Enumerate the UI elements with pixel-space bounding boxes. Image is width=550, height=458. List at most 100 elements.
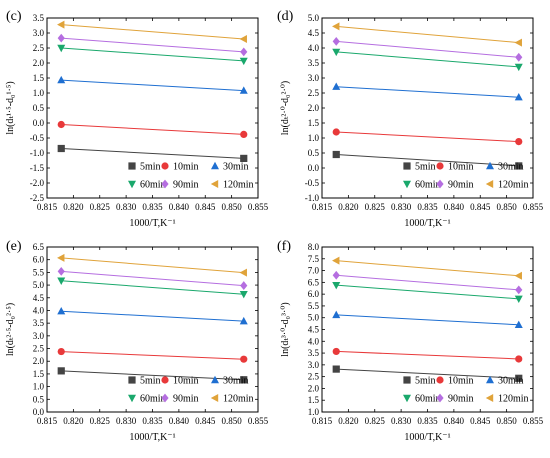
x-tick-label: 0.855 xyxy=(523,202,544,212)
x-axis-label: 1000/T,K⁻¹ xyxy=(404,218,450,229)
y-tick-label: 3.0 xyxy=(33,331,45,341)
legend-marker xyxy=(486,161,494,170)
data-point-5min xyxy=(57,144,65,153)
fit-line-30min xyxy=(61,310,244,322)
y-tick-label: 6.0 xyxy=(308,289,320,299)
data-point-60min xyxy=(332,48,341,57)
legend-marker xyxy=(161,393,169,403)
data-point-10min xyxy=(240,355,248,363)
legend-label: 120min xyxy=(498,180,529,191)
y-axis-label: ln(dₜ³·⁰-d₀³·⁰) xyxy=(280,302,291,356)
x-tick-label: 0.815 xyxy=(37,202,58,212)
x-tick-label: 0.855 xyxy=(248,416,269,426)
y-tick-label: 0.5 xyxy=(33,103,45,113)
series-90min xyxy=(57,266,248,290)
y-tick-label: -2.5 xyxy=(30,193,45,203)
y-tick-label: 6.0 xyxy=(33,255,45,265)
legend-label: 90min xyxy=(173,180,199,191)
series-5min xyxy=(332,365,523,382)
y-tick-label: 1.0 xyxy=(33,382,45,392)
data-point-90min xyxy=(57,33,65,43)
fit-line-60min xyxy=(336,51,519,68)
legend-marker xyxy=(403,180,411,189)
y-tick-label: 7.5 xyxy=(308,254,320,264)
series-60min xyxy=(332,48,523,72)
data-point-10min xyxy=(515,138,523,146)
series-30min xyxy=(57,75,248,94)
fit-line-30min xyxy=(336,86,519,98)
y-tick-label: 0.5 xyxy=(308,148,320,158)
y-axis-label: ln(dₜ²·⁰-d₀²·⁰) xyxy=(280,81,291,135)
data-point-120min xyxy=(57,253,65,262)
legend-marker xyxy=(485,394,494,402)
data-point-30min xyxy=(239,86,248,94)
y-tick-label: 4.0 xyxy=(33,305,45,315)
y-tick-label: 3.0 xyxy=(33,28,45,38)
y-tick-label: 0.0 xyxy=(33,407,45,417)
data-point-10min xyxy=(332,347,340,356)
series-10min xyxy=(332,347,523,363)
data-point-5min xyxy=(515,162,523,170)
series-30min xyxy=(332,82,523,101)
chart-panel-3: (e) 0.815 0.820 0.825 0.830 0.835 0.840 0.845 0.… xyxy=(5,239,269,443)
fit-line-90min xyxy=(61,270,244,287)
series-90min xyxy=(332,37,523,62)
x-tick-label: 0.850 xyxy=(497,202,518,212)
y-tick-label: 1.0 xyxy=(308,407,320,417)
series-5min xyxy=(57,144,248,162)
legend-label: 90min xyxy=(448,180,474,191)
legend-marker xyxy=(128,376,136,384)
y-tick-label: 3.0 xyxy=(308,73,320,83)
legend-marker xyxy=(211,375,219,384)
fit-line-60min xyxy=(61,47,244,62)
fit-line-90min xyxy=(336,40,519,58)
data-point-120min xyxy=(57,20,65,29)
y-tick-label: 4.0 xyxy=(308,43,320,53)
x-tick-label: 0.825 xyxy=(365,416,386,426)
y-tick-label: 8.0 xyxy=(308,242,320,252)
x-tick-label: 0.815 xyxy=(37,416,58,426)
x-tick-label: 0.820 xyxy=(338,202,359,212)
series-90min xyxy=(57,33,248,57)
x-tick-label: 0.830 xyxy=(116,202,137,212)
fit-line-90min xyxy=(336,274,519,291)
x-axis-label: 1000/T,K⁻¹ xyxy=(129,432,175,443)
data-point-30min xyxy=(57,75,66,84)
data-point-30min xyxy=(514,320,523,328)
fit-line-60min xyxy=(61,280,244,295)
data-point-10min xyxy=(57,120,65,129)
x-tick-label: 0.830 xyxy=(391,416,412,426)
chart-panel-4: (f) 0.815 0.820 0.825 0.830 0.835 0.840 0.845 0.… xyxy=(277,239,544,443)
y-tick-label: -1.0 xyxy=(30,148,45,158)
data-point-90min xyxy=(240,47,248,57)
data-point-120min xyxy=(332,22,340,31)
legend-marker xyxy=(128,394,136,403)
y-tick-label: 0.5 xyxy=(33,394,45,404)
fit-line-60min xyxy=(336,284,519,300)
legend-marker xyxy=(128,162,136,170)
fit-line-120min xyxy=(336,25,519,44)
data-point-30min xyxy=(239,316,248,325)
data-point-10min xyxy=(240,130,248,138)
data-point-120min xyxy=(239,35,247,43)
fit-line-10min xyxy=(336,131,519,143)
x-tick-label: 0.840 xyxy=(444,416,465,426)
x-tick-label: 0.850 xyxy=(222,202,243,212)
panel-label: (f) xyxy=(277,239,291,254)
panel-label: (d) xyxy=(277,9,294,24)
fit-line-30min xyxy=(336,314,519,326)
series-90min xyxy=(332,270,523,295)
legend-label: 90min xyxy=(173,394,199,405)
fit-line-10min xyxy=(336,350,519,360)
x-tick-label: 0.845 xyxy=(470,202,491,212)
data-point-90min xyxy=(332,37,340,46)
fit-line-5min xyxy=(61,148,244,159)
x-tick-label: 0.855 xyxy=(523,416,544,426)
legend-label: 30min xyxy=(498,376,524,387)
legend-label: 10min xyxy=(448,162,474,173)
legend-label: 10min xyxy=(173,376,199,387)
legend-marker xyxy=(403,394,411,403)
legend-marker xyxy=(210,394,219,402)
data-point-5min xyxy=(240,376,248,384)
